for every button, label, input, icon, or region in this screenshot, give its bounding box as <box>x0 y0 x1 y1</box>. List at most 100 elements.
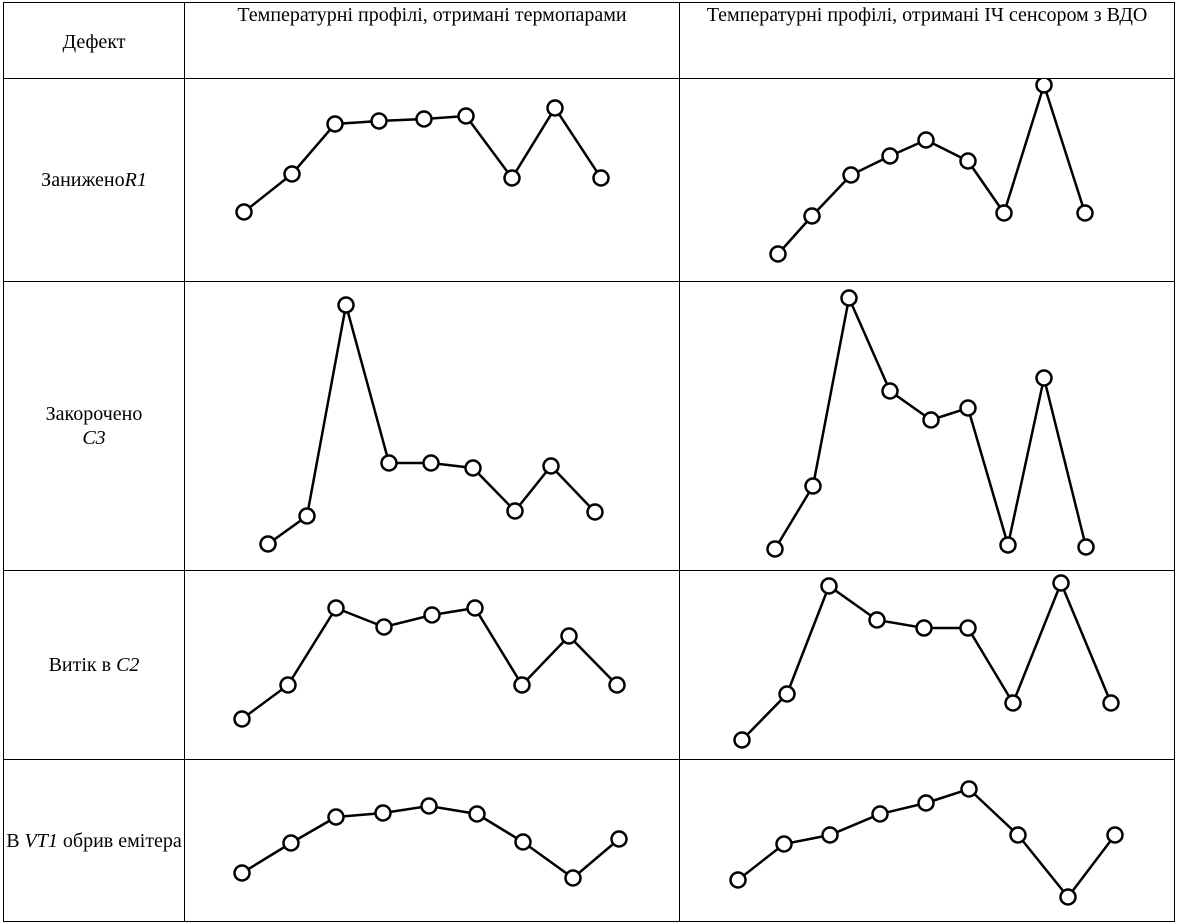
profile-point-marker <box>423 605 441 624</box>
profile-point-marker <box>959 399 977 417</box>
defect-temperature-profile-table: Дефект Температурні профілі, отримані те… <box>3 2 1175 922</box>
profile-point-marker <box>586 502 604 521</box>
profile-line <box>267 304 596 545</box>
profile-point-marker <box>1106 826 1124 844</box>
defect-label: В VT1 обрив емітера <box>3 759 185 922</box>
profile-point-marker <box>370 111 388 130</box>
defect-label: ЗаниженоR1 <box>3 78 185 282</box>
profile-point-marker <box>466 598 484 617</box>
profile-point-marker <box>1004 694 1022 712</box>
ir-sensor-profile-plot <box>769 79 1094 263</box>
profile-point-marker <box>804 477 822 495</box>
profile-point-marker <box>868 611 886 629</box>
thermocouple-profile-cell <box>184 759 680 922</box>
profile-point-marker <box>279 675 297 694</box>
profile-line <box>741 579 1113 741</box>
ir-sensor-profile-cell <box>679 570 1175 760</box>
profile-point-marker <box>922 411 940 429</box>
profile-point-marker <box>327 807 345 826</box>
profile-point-marker <box>420 796 438 815</box>
profile-point-marker <box>546 98 564 117</box>
profile-point-marker <box>766 540 784 558</box>
defect-label-text: Витік в <box>48 654 117 676</box>
profile-point-marker <box>821 826 839 844</box>
profile-line <box>241 605 618 720</box>
profile-point-marker <box>374 803 392 822</box>
thermocouple-profile-plot <box>235 98 610 221</box>
component-designator: VT1 <box>24 829 58 852</box>
thermocouple-profile-cell <box>184 570 680 760</box>
profile-point-marker <box>592 168 610 187</box>
profile-point-marker <box>1102 694 1120 712</box>
profile-point-marker <box>1077 538 1095 556</box>
profile-point-marker <box>326 114 344 133</box>
profile-point-marker <box>917 794 935 812</box>
profile-point-marker <box>283 164 301 183</box>
profile-point-marker <box>915 619 933 637</box>
header-defect: Дефект <box>3 2 185 79</box>
thermocouple-profile-plot <box>233 598 626 728</box>
profile-point-marker <box>820 577 838 595</box>
profile-point-marker <box>803 207 821 225</box>
profile-point-marker <box>960 780 978 798</box>
profile-point-marker <box>1076 204 1094 222</box>
profile-point-marker <box>298 506 316 525</box>
profile-point-marker <box>608 675 626 694</box>
profile-point-marker <box>917 131 935 149</box>
profile-point-marker <box>282 833 300 852</box>
profile-point-marker <box>881 382 899 400</box>
profile-point-marker <box>506 501 524 520</box>
profile-point-marker <box>733 731 751 749</box>
profile-line <box>777 80 1087 255</box>
thermocouple-profile-plot <box>259 295 604 553</box>
table-row: Закорочено C3 <box>3 281 1175 571</box>
profile-point-marker <box>1059 888 1077 906</box>
profile-point-marker <box>881 147 899 165</box>
profile-point-marker <box>542 456 560 475</box>
profile-point-marker <box>375 617 393 636</box>
profile-point-marker <box>464 458 482 477</box>
profile-point-marker <box>503 168 521 187</box>
component-designator: R1 <box>124 169 147 191</box>
profile-point-marker <box>729 871 747 889</box>
thermocouple-profile-cell <box>184 281 680 571</box>
profile-point-marker <box>513 675 531 694</box>
defect-label-text: Занижено <box>41 169 125 191</box>
profile-point-marker <box>514 832 532 851</box>
profile-point-marker <box>959 619 977 637</box>
profile-point-marker <box>457 106 475 125</box>
profile-point-marker <box>871 805 889 823</box>
profile-point-marker <box>235 202 253 221</box>
profile-point-marker <box>337 295 355 314</box>
profile-point-marker <box>775 835 793 853</box>
ir-sensor-profile-cell <box>679 281 1175 571</box>
component-designator: C2 <box>116 654 140 676</box>
header-ir-sensor-profiles: Температурні профілі, отримані ІЧ сенсор… <box>679 2 1175 79</box>
defect-label-suffix: обрив емітера <box>57 829 182 852</box>
ir-sensor-profile-plot <box>766 289 1095 558</box>
table-row: Витік в C2 <box>3 570 1175 760</box>
ir-sensor-profile-cell <box>679 759 1175 922</box>
profile-point-marker <box>959 152 977 170</box>
header-thermocouple-profiles: Температурні профілі, отримані термопара… <box>184 2 680 79</box>
profile-point-marker <box>1052 574 1070 592</box>
ir-sensor-profile-plot <box>729 780 1124 906</box>
profile-point-marker <box>778 685 796 703</box>
profile-point-marker <box>1035 369 1053 387</box>
profile-point-marker <box>233 709 251 728</box>
ir-sensor-profile-cell <box>679 78 1175 282</box>
table-row: ЗаниженоR1 <box>3 78 1175 282</box>
profile-point-marker <box>327 598 345 617</box>
defect-label: Витік в C2 <box>3 570 185 760</box>
thermocouple-profile-plot <box>233 796 628 887</box>
profile-point-marker <box>1035 79 1053 94</box>
profile-point-marker <box>380 453 398 472</box>
defect-label-text: Закорочено <box>45 403 143 425</box>
profile-point-marker <box>840 289 858 307</box>
thermocouple-profile-cell <box>184 78 680 282</box>
profile-point-marker <box>842 166 860 184</box>
profile-point-marker <box>610 829 628 848</box>
profile-point-marker <box>1009 826 1027 844</box>
profile-point-marker <box>999 536 1017 554</box>
profile-point-marker <box>233 863 251 882</box>
